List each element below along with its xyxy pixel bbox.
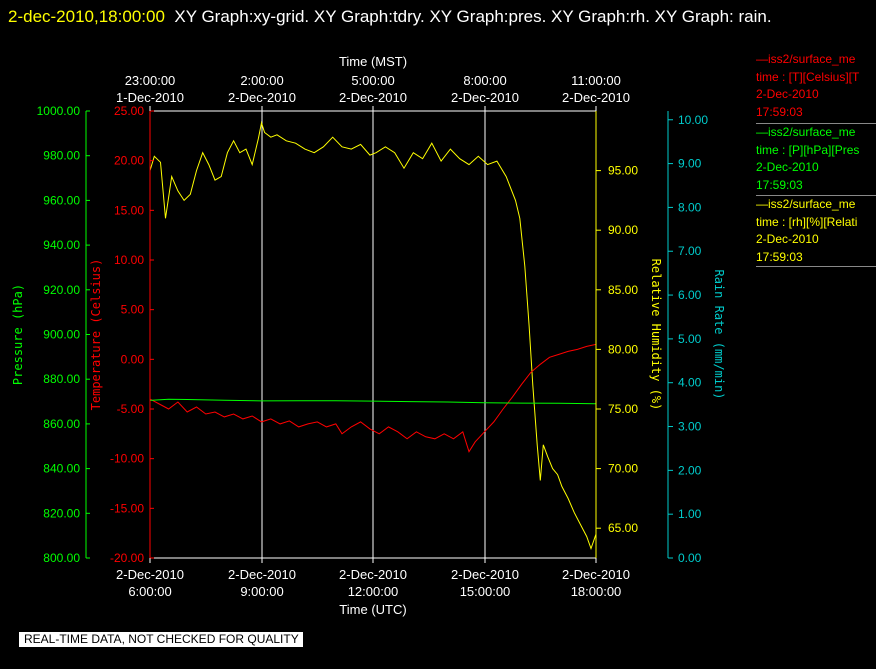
bottom-axis-tick-time: 6:00:00 [128,584,171,599]
legend-entry-pressure[interactable]: —iss2/surface_me time : [P][hPa][Pres 2-… [756,123,876,194]
rain-tick-label: 8.00 [678,200,702,214]
header-timestamp: 2-dec-2010,18:00:00 [8,7,165,26]
humidity-axis-title: Relative Humidity (%) [649,259,663,411]
bottom-axis-tick-time: 18:00:00 [571,584,622,599]
bottom-axis-tick-time: 15:00:00 [460,584,511,599]
legend-date: 2-Dec-2010 [756,87,819,101]
graph-header: 2-dec-2010,18:00:00 XY Graph:xy-grid. XY… [8,2,868,31]
rain-tick-label: 5.00 [678,332,702,346]
legend-time: 17:59:03 [756,104,803,119]
humidity-tick-label: 90.00 [608,223,638,237]
top-axis-tick-date: 2-Dec-2010 [339,90,407,105]
series-layer [149,120,597,550]
rain-tick-label: 0.00 [678,551,702,565]
pressure-tick-label: 900.00 [43,328,80,342]
top-axis-tick-time: 5:00:00 [351,73,394,88]
bottom-axis-tick-date: 2-Dec-2010 [116,567,184,582]
temperature-tick-label: 10.00 [114,253,144,267]
grid-lines [261,111,486,558]
legend-time: 17:59:03 [756,177,803,192]
rain-tick-label: 10.00 [678,113,708,127]
pressure-tick-label: 980.00 [43,149,80,163]
rain-tick-label: 7.00 [678,244,702,258]
rain-tick-label: 2.00 [678,463,702,477]
top-axis-tick-date: 2-Dec-2010 [228,90,296,105]
top-axis-title: Time (MST) [339,54,407,69]
temperature-tick-label: -15.00 [110,501,144,515]
temperature-tick-label: -20.00 [110,551,144,565]
bottom-axis-tick-date: 2-Dec-2010 [339,567,407,582]
axes-layer: 800.00 820.00 840.00 860.00 880.00 900.00 920.… [11,54,726,617]
bottom-axis-tick-date: 2-Dec-2010 [451,567,519,582]
pressure-tick-label: 920.00 [43,283,80,297]
temperature-tick-label: 15.00 [114,203,144,217]
temperature-tick-label: -5.00 [117,402,145,416]
top-axis-tick-date: 2-Dec-2010 [562,90,630,105]
top-axis-tick-time: 11:00:00 [571,73,621,88]
temperature-tick-label: 25.00 [114,104,144,118]
legend-date: 2-Dec-2010 [756,232,819,246]
legend-date: 2-Dec-2010 [756,160,819,174]
legend-line: —iss2/surface_me [756,195,876,214]
series-line-temperature [149,343,597,453]
pressure-tick-label: 960.00 [43,193,80,207]
humidity-tick-label: 65.00 [608,521,638,535]
humidity-tick-label: 85.00 [608,283,638,297]
legend-time: 17:59:03 [756,249,876,267]
temperature-tick-label: 0.00 [121,352,145,366]
pressure-tick-label: 800.00 [43,551,80,565]
pressure-tick-label: 940.00 [43,238,80,252]
top-axis-tick-time: 23:00:00 [125,73,176,88]
legend-entry-humidity[interactable]: —iss2/surface_me time : [rh][%][Relati 2… [756,195,876,267]
rain-axis-title: Rain Rate (mm/min) [712,269,726,399]
rain-tick-label: 3.00 [678,420,702,434]
pressure-tick-label: 820.00 [43,506,80,520]
legend-entry-temperature[interactable]: —iss2/surface_me time : [T][Celsius][T 2… [756,51,876,121]
legend-line: —iss2/surface_me [756,123,876,142]
header-graph-list-cont: rain. [738,7,772,26]
bottom-axis-title: Time (UTC) [339,602,406,617]
temperature-axis-title: Temperature (Celsius) [89,259,103,411]
pressure-tick-label: 1000.00 [37,104,81,118]
header-graph-list: XY Graph:xy-grid. XY Graph:tdry. XY Grap… [174,7,734,26]
top-axis-tick-date: 1-Dec-2010 [116,90,184,105]
bottom-axis-tick-date: 2-Dec-2010 [228,567,296,582]
legend-variable: time : [P][hPa][Pres [756,142,860,157]
humidity-tick-label: 95.00 [608,164,638,178]
temperature-tick-label: -10.00 [110,452,144,466]
rain-tick-label: 4.00 [678,376,702,390]
legend-variable: time : [T][Celsius][T [756,69,860,84]
top-axis-tick-date: 2-Dec-2010 [451,90,519,105]
temperature-tick-label: 20.00 [114,154,144,168]
temperature-tick-label: 5.00 [121,303,145,317]
rain-tick-label: 6.00 [678,288,702,302]
qc-warning-label: REAL-TIME DATA, NOT CHECKED FOR QUALITY [19,632,303,647]
pressure-tick-label: 880.00 [43,372,80,386]
pressure-axis-title: Pressure (hPa) [11,284,25,385]
bottom-axis-tick-time: 12:00:00 [348,584,399,599]
legend-line: —iss2/surface_me [756,52,856,66]
humidity-tick-label: 75.00 [608,402,638,416]
legend-variable: time : [rh][%][Relati [756,214,858,229]
series-line-humidity [149,120,597,550]
rain-tick-label: 9.00 [678,157,702,171]
bottom-axis-tick-time: 9:00:00 [240,584,283,599]
series-line-pressure [149,398,597,405]
humidity-tick-label: 80.00 [608,342,638,356]
pressure-tick-label: 860.00 [43,417,80,431]
rain-tick-label: 1.00 [678,507,702,521]
humidity-tick-label: 70.00 [608,462,638,476]
pressure-tick-label: 840.00 [43,462,80,476]
bottom-axis-tick-date: 2-Dec-2010 [562,567,630,582]
top-axis-tick-time: 2:00:00 [240,73,283,88]
top-axis-tick-time: 8:00:00 [463,73,506,88]
